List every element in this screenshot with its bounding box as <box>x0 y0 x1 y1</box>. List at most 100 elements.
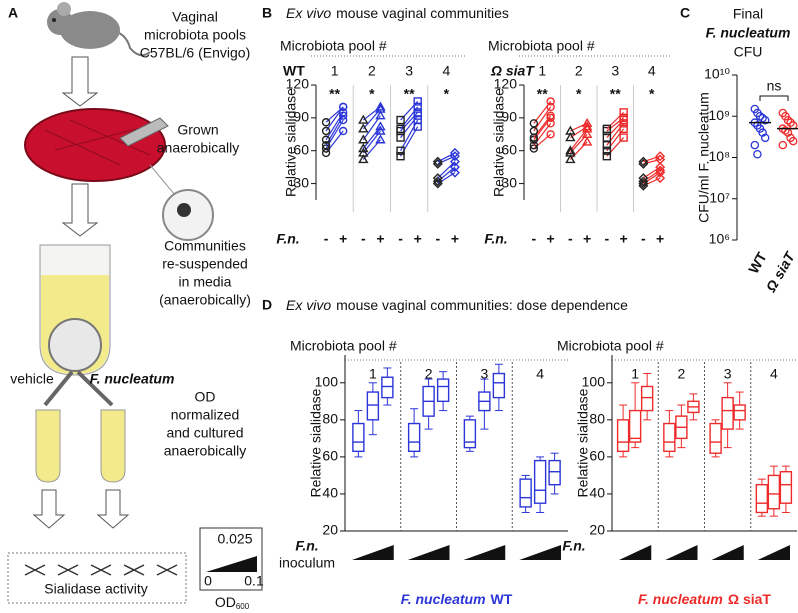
mouse-eye <box>52 18 56 22</box>
x-tick-label: 2 <box>677 366 685 382</box>
point <box>375 134 386 144</box>
streaks <box>44 119 151 166</box>
y-tick-label: 60 <box>293 141 309 157</box>
y-tick-label: 10⁹ <box>708 107 730 123</box>
pair-line <box>437 161 456 179</box>
point <box>432 156 443 167</box>
colony <box>177 203 191 217</box>
y-tick-label: 30 <box>501 174 517 190</box>
y-axis-label: Relative sialidase <box>308 388 324 497</box>
x-tick-label: 2 <box>575 63 583 79</box>
treatment-level: - <box>641 231 646 247</box>
title-text: mouse vaginal communities: dose dependen… <box>336 297 628 313</box>
caption: F. nucleatum Ω siaT <box>638 591 771 607</box>
point <box>396 151 405 161</box>
dose-triangle <box>407 545 450 560</box>
treatment-level: - <box>532 231 537 247</box>
treatment-level: + <box>451 231 459 247</box>
x-tick-label: 1 <box>538 63 546 79</box>
box <box>407 422 421 453</box>
treatment-level: + <box>339 231 347 247</box>
point <box>358 114 369 124</box>
x-tick-label: 3 <box>480 366 488 382</box>
key-axis-sub: 600 <box>236 602 250 611</box>
point <box>546 130 555 139</box>
point <box>546 97 555 106</box>
point <box>413 108 422 117</box>
x-tick-label: WT <box>745 249 770 276</box>
zoom-line <box>149 164 176 196</box>
dose-triangle <box>711 545 744 560</box>
x-tick-label: Ω siaT <box>762 248 798 295</box>
box <box>436 378 450 403</box>
pair-line <box>533 101 552 124</box>
pair-line <box>325 106 344 132</box>
step-text: in media <box>179 274 232 290</box>
treatment-level: + <box>414 231 422 247</box>
box <box>663 422 676 453</box>
point <box>638 173 649 184</box>
dose-triangle <box>665 545 698 560</box>
group-title: Microbiota pool # <box>557 338 664 354</box>
y-tick-label: 120 <box>494 76 518 92</box>
x-tick-label: 3 <box>611 63 619 79</box>
caption-strain: WT <box>491 591 513 607</box>
treatment-label: inoculum <box>279 555 335 571</box>
point <box>546 111 555 120</box>
point <box>358 143 369 153</box>
key-label: 0.025 <box>217 531 252 547</box>
point <box>449 147 460 158</box>
y-tick-label: 20 <box>322 522 338 538</box>
tube <box>100 409 126 483</box>
box <box>721 396 734 430</box>
pair-line <box>362 115 381 141</box>
y-tick-label: 20 <box>589 522 605 538</box>
step-text: Grown <box>177 122 218 138</box>
y-tick-label: 90 <box>293 109 309 125</box>
y-axis-label: Relative sialidase <box>491 88 507 197</box>
point <box>619 133 628 142</box>
point <box>529 119 539 128</box>
y-tick-label: 80 <box>589 411 605 427</box>
y-axis-label: Relative sialidase <box>575 388 591 497</box>
title-italic: Ex vivo <box>286 5 331 21</box>
box <box>533 459 547 504</box>
y-tick-label: 40 <box>322 485 338 501</box>
box <box>628 409 642 443</box>
treatment-level: + <box>547 231 555 247</box>
result-box <box>7 552 187 604</box>
caption-species: F. nucleatum <box>638 591 723 607</box>
scissors-icons <box>24 564 178 576</box>
point <box>753 149 762 159</box>
point <box>619 108 628 117</box>
branch-label: vehicle <box>10 371 54 387</box>
step-text: normalized <box>171 407 239 423</box>
strain-label: WT <box>283 63 305 79</box>
x-tick-label: 1 <box>631 366 639 382</box>
point <box>338 111 348 120</box>
y-tick-label: 10⁸ <box>709 148 731 164</box>
significance: ** <box>404 86 415 102</box>
x-tick-label: 4 <box>536 366 544 382</box>
point <box>619 113 628 123</box>
panel-label: D <box>262 297 272 313</box>
point <box>565 125 576 135</box>
key-axis-label: OD600 <box>215 594 250 611</box>
caption-species: F. nucleatum <box>401 591 486 607</box>
point <box>413 102 422 112</box>
significance: ** <box>610 86 621 102</box>
pair-line <box>325 112 344 141</box>
group-title: Microbiota pool # <box>290 338 397 354</box>
point <box>432 173 443 184</box>
significance: * <box>576 86 582 102</box>
point <box>358 123 369 133</box>
y-tick-label: 40 <box>589 485 605 501</box>
y-tick-label: 90 <box>501 109 517 125</box>
point <box>449 167 460 178</box>
box <box>352 422 365 453</box>
box <box>709 422 722 454</box>
arrow <box>32 489 66 529</box>
treatment-level: + <box>376 231 384 247</box>
box <box>463 419 477 449</box>
point <box>760 115 770 125</box>
